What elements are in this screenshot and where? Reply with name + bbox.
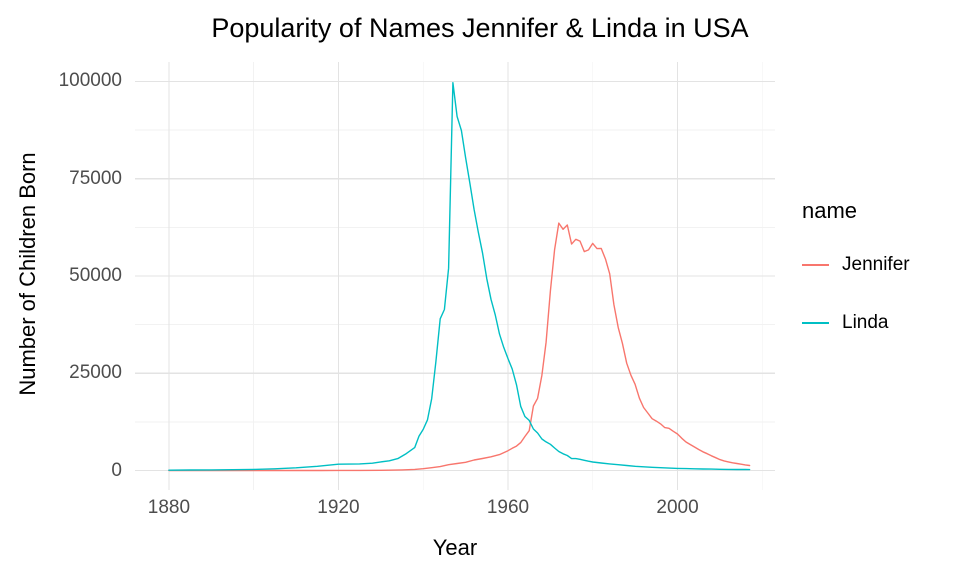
legend-title: name: [802, 198, 858, 223]
series-line-jennifer: [168, 222, 751, 472]
y-tick-label: 0: [111, 459, 122, 481]
legend-items: Jennifer Linda: [802, 254, 910, 334]
legend-key-line: [802, 322, 829, 324]
y-tick-label: 100000: [58, 70, 122, 92]
legend-label: Linda: [842, 312, 889, 333]
x-axis-title: Year: [432, 535, 478, 560]
y-tick-label: 25000: [69, 362, 122, 384]
y-tick-label: 75000: [69, 167, 122, 189]
y-tick-label: 50000: [69, 265, 122, 286]
y-axis-tick-labels: 0 25000 50000 75000 100000: [0, 62, 122, 490]
x-tick-label: 1960: [486, 497, 530, 518]
x-tick-label: 1880: [147, 497, 191, 518]
legend-item-linda: Linda: [802, 312, 910, 334]
plot-panel: [135, 62, 775, 490]
x-tick-label: 2000: [656, 497, 699, 518]
legend-key-line: [802, 264, 829, 266]
legend: name Jennifer Linda: [802, 198, 910, 370]
x-axis-tick-labels: 1880 1920 1960 2000: [135, 497, 775, 523]
legend-label: Jennifer: [842, 254, 910, 275]
series-line-linda: [168, 82, 751, 471]
x-tick-label: 1920: [317, 497, 360, 518]
legend-item-jennifer: Jennifer: [802, 254, 910, 276]
chart-title: Popularity of Names Jennifer & Linda in …: [211, 13, 749, 43]
